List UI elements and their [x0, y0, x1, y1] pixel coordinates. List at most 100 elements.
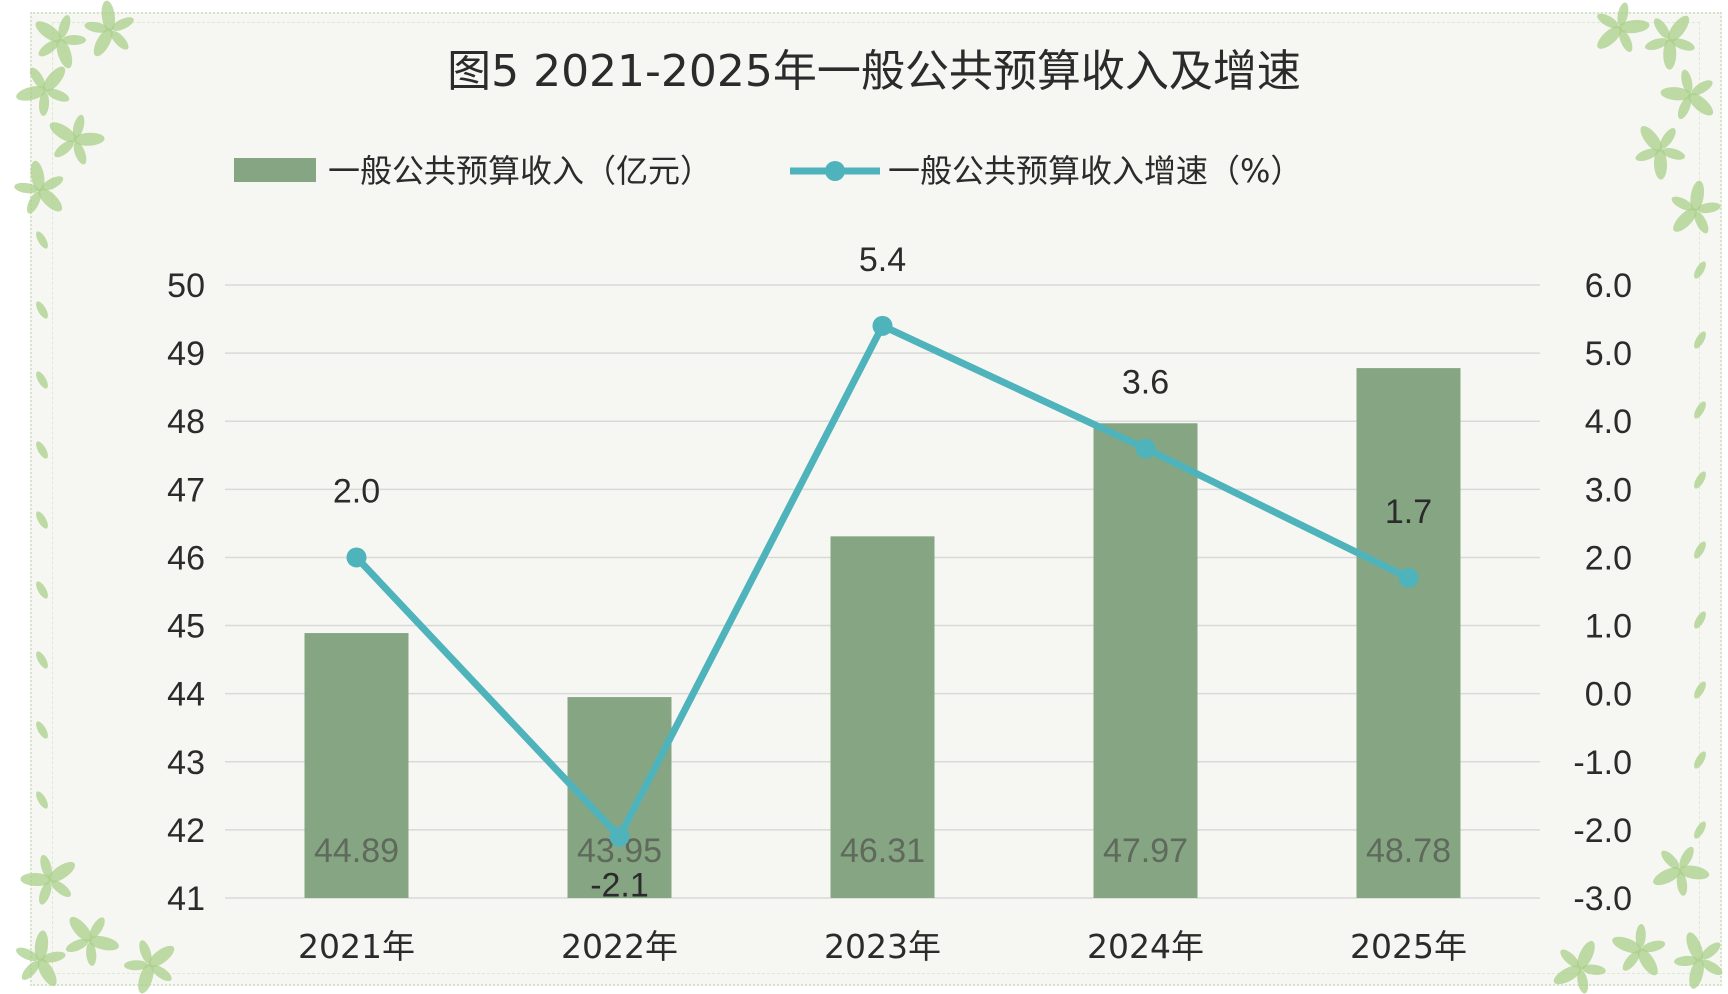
leaf-shape	[139, 940, 152, 964]
leaf-shape	[62, 35, 86, 45]
leaf-shape	[37, 958, 57, 987]
left-axis-tick-label: 45	[167, 608, 205, 646]
bar	[304, 633, 409, 898]
leaf-shape	[16, 86, 47, 101]
leaf-shape	[40, 854, 52, 879]
leaf-shape	[1618, 19, 1650, 34]
leaf-shape	[1597, 13, 1619, 29]
leaf-shape	[36, 301, 48, 319]
leaf-shape	[1678, 865, 1710, 880]
leaf-shape	[1635, 148, 1659, 162]
leaf-shape	[111, 17, 134, 31]
right-axis-tick-label: -1.0	[1573, 744, 1632, 782]
leaf-shape	[1653, 18, 1670, 39]
bar-value-label: 44.89	[314, 832, 399, 870]
leaf-shape	[1622, 951, 1640, 971]
leaf-shape	[1688, 92, 1714, 116]
leaf-shape	[1681, 69, 1693, 94]
leaf-shape	[84, 21, 109, 33]
leaf-shape	[110, 30, 129, 50]
left-axis-tick-label: 50	[167, 267, 205, 305]
leaf-shape	[1653, 867, 1682, 886]
right-axis-tick-label: 1.0	[1585, 608, 1632, 646]
leaf-shape	[93, 28, 113, 57]
leaf-shape	[69, 916, 93, 942]
leaf-shape	[38, 91, 50, 116]
bar-value-label: 47.97	[1103, 832, 1188, 870]
leaf-shape	[1619, 29, 1633, 52]
bar	[830, 536, 935, 898]
legend-line-label: 一般公共预算收入增速（%）	[888, 152, 1302, 190]
leaf-shape	[36, 441, 48, 459]
leaf-shape	[16, 947, 39, 961]
legend-bar-label: 一般公共预算收入（亿元）	[328, 152, 712, 190]
right-axis-tick-label: -2.0	[1573, 812, 1632, 850]
leaf-shape	[1660, 87, 1692, 101]
leaf-shape	[1694, 261, 1706, 279]
left-axis-tick-label: 42	[167, 812, 205, 850]
leaf-shape	[20, 872, 52, 887]
leaf-shape	[1694, 331, 1706, 349]
leaf-shape	[1694, 751, 1706, 769]
line-value-label: 3.6	[1122, 363, 1169, 401]
left-axis-tick-label: 44	[167, 676, 205, 714]
leaf-shape	[89, 917, 105, 939]
leaf-shape	[138, 963, 154, 994]
legend: 一般公共预算收入（亿元） 一般公共预算收入增速（%）	[234, 152, 1302, 190]
right-axis-tick-label: 5.0	[1585, 335, 1632, 373]
leaf-shape	[1694, 471, 1706, 489]
legend-line-marker	[825, 161, 845, 181]
leaf-shape	[1676, 871, 1688, 896]
leaf-shape	[1653, 148, 1668, 180]
line-point	[1135, 438, 1156, 459]
leaf-shape	[65, 938, 89, 953]
leaf-shape	[1659, 128, 1676, 149]
legend-bar-swatch	[234, 158, 316, 182]
leaf-shape	[36, 511, 48, 529]
leaf-shape	[1694, 821, 1706, 839]
leaf-shape	[151, 965, 172, 982]
x-axis-category-label: 2022年	[561, 927, 678, 966]
leaf-shape	[1637, 948, 1658, 976]
leaf-shape	[1694, 681, 1706, 699]
right-axis-tick-label: 4.0	[1585, 403, 1632, 441]
leaf-shape	[38, 881, 52, 905]
leaf-shape	[1701, 959, 1723, 976]
leaf-shape	[1686, 932, 1704, 962]
leaf-shape	[48, 861, 76, 883]
leaf-shape	[1553, 965, 1582, 985]
leaf-shape	[30, 160, 45, 192]
leaf-shape	[1667, 15, 1690, 42]
leaf-shape	[1645, 38, 1669, 51]
leaf-shape	[86, 941, 97, 966]
leaf-shape	[73, 132, 105, 146]
leaf-shape	[1641, 940, 1666, 953]
right-axis-tick-label: 2.0	[1585, 539, 1632, 577]
line-value-label: 2.0	[333, 472, 380, 510]
leaf-shape	[1581, 964, 1606, 975]
leaf-shape	[1673, 207, 1698, 232]
line-point	[872, 315, 893, 336]
leaf-shape	[1663, 38, 1677, 70]
leaf-shape	[49, 122, 77, 143]
leaf-shape	[1689, 958, 1704, 989]
bar-value-label: 46.31	[840, 832, 925, 870]
leaf-shape	[1694, 211, 1709, 234]
leaf-shape	[38, 40, 59, 57]
leaf-shape	[36, 721, 48, 739]
leaf-shape	[1677, 96, 1692, 120]
leaf-shape	[14, 182, 39, 194]
leaf-shape	[1694, 401, 1706, 419]
leaf-shape	[1597, 25, 1622, 49]
leaf-shape	[51, 880, 71, 897]
line-value-label: 5.4	[859, 241, 906, 279]
leaf-shape	[1691, 80, 1713, 96]
leaf-shape	[35, 21, 62, 43]
chart-inner-border	[52, 22, 1700, 974]
line-point	[609, 826, 630, 847]
leaf-shape	[1560, 949, 1580, 968]
leaf-shape	[1674, 955, 1699, 967]
leaf-shape	[1690, 180, 1705, 212]
leaf-shape	[34, 930, 49, 962]
